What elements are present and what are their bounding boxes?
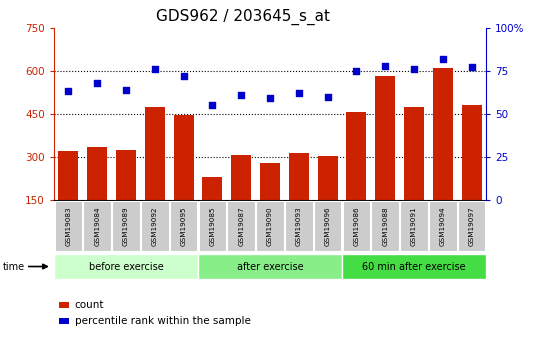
Point (237, 92, 246, 98)
Text: GSM19096: GSM19096 (325, 206, 330, 246)
Point (410, 66, 418, 72)
Text: before exercise: before exercise (89, 262, 164, 272)
Bar (400, 201, 428, 251)
Bar (83, 201, 111, 251)
Point (179, 73, 188, 79)
Bar (199, 201, 226, 251)
Point (467, 65, 476, 70)
Bar (202, 177, 222, 200)
Bar (462, 105, 482, 200)
Bar (346, 112, 367, 200)
Point (381, 63, 389, 68)
Point (122, 87, 130, 92)
Text: after exercise: after exercise (237, 262, 303, 272)
Bar (260, 163, 280, 200)
Text: GSM19089: GSM19089 (123, 206, 129, 246)
Point (438, 56, 447, 61)
Text: 60 min after exercise: 60 min after exercise (362, 262, 466, 272)
Bar (145, 107, 165, 200)
Bar (375, 77, 395, 200)
Point (266, 96, 274, 101)
Bar (231, 155, 251, 200)
Bar (58, 151, 78, 200)
Text: time: time (3, 262, 25, 272)
Bar (227, 201, 255, 251)
Text: GSM19090: GSM19090 (267, 206, 273, 246)
Bar (289, 152, 309, 200)
Bar (170, 201, 198, 251)
Bar (404, 107, 424, 200)
Bar (256, 201, 284, 251)
Text: percentile rank within the sample: percentile rank within the sample (75, 316, 251, 326)
Text: GSM19094: GSM19094 (440, 206, 446, 246)
Bar (314, 201, 341, 251)
Bar (141, 201, 168, 251)
Point (151, 66, 159, 72)
Text: GSM19091: GSM19091 (411, 206, 417, 246)
Bar (372, 201, 399, 251)
Point (64, 89, 73, 94)
Point (93, 80, 102, 86)
Text: GSM19086: GSM19086 (353, 206, 360, 246)
Text: GSM19095: GSM19095 (180, 206, 187, 246)
Bar (342, 254, 486, 279)
Bar (54, 254, 198, 279)
Text: GSM19083: GSM19083 (65, 206, 71, 246)
Text: GDS962 / 203645_s_at: GDS962 / 203645_s_at (156, 9, 330, 25)
Point (208, 102, 217, 108)
Bar (429, 201, 457, 251)
Text: GSM19093: GSM19093 (296, 206, 302, 246)
Bar (116, 150, 136, 200)
Bar (55, 201, 82, 251)
Text: GSM19088: GSM19088 (382, 206, 388, 246)
Point (323, 94, 332, 99)
Bar (87, 147, 107, 200)
Bar (173, 115, 194, 200)
Bar (433, 68, 453, 200)
Bar (458, 201, 485, 251)
Bar (198, 254, 342, 279)
Point (294, 90, 303, 96)
Text: GSM19087: GSM19087 (238, 206, 244, 246)
Point (352, 68, 361, 73)
Bar (112, 201, 140, 251)
Text: GSM19097: GSM19097 (469, 206, 475, 246)
Bar (318, 156, 338, 200)
Text: GSM19084: GSM19084 (94, 206, 100, 246)
Bar (342, 201, 370, 251)
Text: GSM19092: GSM19092 (152, 206, 158, 246)
Text: count: count (75, 300, 104, 310)
Text: GSM19085: GSM19085 (210, 206, 215, 246)
Bar (285, 201, 313, 251)
